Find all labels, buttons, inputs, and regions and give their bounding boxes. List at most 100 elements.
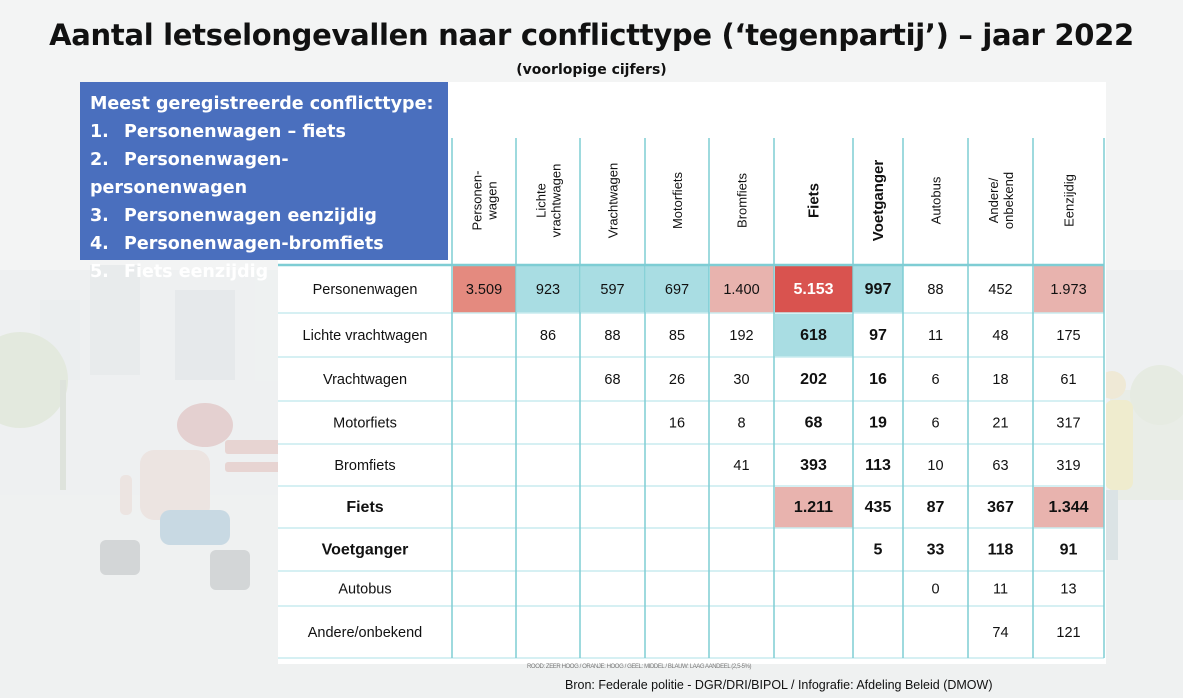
row-label: Vrachtwagen bbox=[323, 372, 407, 388]
table-cell-value: 1.344 bbox=[1048, 499, 1088, 516]
column-header: Autobus bbox=[929, 176, 944, 224]
table-cell-value: 21 bbox=[992, 416, 1008, 432]
table-cell-value: 41 bbox=[733, 458, 749, 474]
table-cell-value: 3.509 bbox=[466, 282, 502, 298]
page-title: Aantal letselongevallen naar conflicttyp… bbox=[49, 18, 1134, 52]
page-subtitle: (voorlopige cijfers) bbox=[516, 62, 667, 78]
table-cell-value: 113 bbox=[865, 457, 891, 474]
column-header-line: wagen bbox=[485, 181, 500, 220]
highlight-cell bbox=[710, 266, 774, 313]
column-header-line: Voetganger bbox=[870, 160, 887, 242]
table-cell-value: 61 bbox=[1060, 372, 1076, 388]
table-cell-value: 202 bbox=[800, 371, 827, 388]
column-header: Andere/onbekend bbox=[986, 172, 1016, 229]
highlight-cell bbox=[517, 266, 580, 313]
highlight-cell bbox=[854, 266, 903, 313]
column-header-line: Vrachtwagen bbox=[606, 163, 621, 238]
table-cell-value: 33 bbox=[927, 542, 945, 559]
highlight-cell bbox=[1034, 266, 1104, 313]
top-conflicts-callout: Meest geregistreerde conflicttype: 1. Per… bbox=[80, 82, 448, 282]
row-label: Motorfiets bbox=[333, 416, 397, 432]
table-cell-value: 121 bbox=[1056, 625, 1080, 641]
table-cell-value: 68 bbox=[604, 372, 620, 388]
table-cell-value: 86 bbox=[540, 328, 556, 344]
callout-list: 1. Personenwagen – fiets 2. Personenwagen-… bbox=[90, 118, 438, 286]
row-label: Lichte vrachtwagen bbox=[303, 328, 428, 344]
table-cell-value: 91 bbox=[1060, 542, 1078, 559]
callout-item-number: 1. bbox=[90, 122, 109, 142]
table-cell-value: 6 bbox=[931, 416, 939, 432]
column-header-line: Bromfiets bbox=[735, 173, 750, 228]
table-cell-value: 1.973 bbox=[1050, 282, 1086, 298]
column-header-line: Fiets bbox=[806, 183, 823, 218]
column-header-line: Personen- bbox=[470, 171, 485, 231]
column-header: Motorfiets bbox=[670, 171, 685, 229]
source-note: Bron: Federale politie - DGR/DRI/BIPOL /… bbox=[565, 678, 993, 692]
table-cell-value: 367 bbox=[987, 499, 1014, 516]
callout-item-number: 4. bbox=[90, 234, 109, 254]
column-header: Lichtevrachtwagen bbox=[534, 164, 564, 238]
table-cell-value: 6 bbox=[931, 372, 939, 388]
table-cell-value: 597 bbox=[600, 282, 624, 298]
table-cell-value: 68 bbox=[805, 415, 823, 432]
table-cell-value: 10 bbox=[927, 458, 943, 474]
table-cell-value: 19 bbox=[869, 415, 887, 432]
row-label: Bromfiets bbox=[334, 458, 395, 474]
table-cell-value: 11 bbox=[928, 328, 943, 344]
table-cell-value: 74 bbox=[992, 625, 1008, 641]
table-cell-value: 16 bbox=[869, 371, 887, 388]
table-cell-value: 16 bbox=[669, 416, 685, 432]
table-cell-value: 923 bbox=[536, 282, 560, 298]
column-header-line: vrachtwagen bbox=[549, 164, 564, 238]
column-header: Fiets bbox=[806, 183, 823, 218]
highlight-cell bbox=[581, 266, 645, 313]
row-label: Autobus bbox=[338, 582, 391, 598]
row-label: Personenwagen bbox=[313, 282, 418, 298]
column-header-line: Lichte bbox=[534, 183, 549, 218]
row-label: Andere/onbekend bbox=[308, 625, 423, 641]
highlight-cell bbox=[775, 266, 853, 313]
table-cell-value: 8 bbox=[737, 416, 745, 432]
callout-item: 1. Personenwagen – fiets bbox=[90, 118, 438, 146]
table-cell-value: 88 bbox=[927, 282, 943, 298]
table-cell-value: 319 bbox=[1056, 458, 1080, 474]
table-cell-value: 85 bbox=[669, 328, 685, 344]
column-header-line: Motorfiets bbox=[670, 171, 685, 229]
callout-item-text: Personenwagen eenzijdig bbox=[124, 206, 377, 226]
table-cell-value: 30 bbox=[733, 372, 749, 388]
table-cell-value: 87 bbox=[927, 499, 945, 516]
callout-item-text: Personenwagen-bromfiets bbox=[124, 234, 384, 254]
table-cell-value: 97 bbox=[869, 327, 887, 344]
table-cell-value: 118 bbox=[988, 542, 1014, 559]
table-cell-value: 997 bbox=[865, 281, 892, 298]
table-cell-value: 452 bbox=[988, 282, 1012, 298]
callout-item: 4. Personenwagen-bromfiets bbox=[90, 230, 438, 258]
column-header-line: Andere/ bbox=[986, 177, 1001, 223]
callout-heading: Meest geregistreerde conflicttype: bbox=[90, 94, 434, 114]
callout-item-text: Fiets eenzijdig bbox=[124, 262, 269, 282]
callout-item-number: 3. bbox=[90, 206, 109, 226]
table-cell-value: 63 bbox=[992, 458, 1008, 474]
table-cell-value: 5.153 bbox=[793, 281, 833, 298]
highlight-cell bbox=[646, 266, 709, 313]
highlight-cell bbox=[775, 487, 853, 528]
color-legend-note: ROOD: ZEER HOOG / ORANJE: HOOG / GEEL: M… bbox=[527, 664, 752, 670]
callout-item-text: Personenwagen – fiets bbox=[124, 122, 346, 142]
table-cell-value: 175 bbox=[1056, 328, 1080, 344]
callout-item: 3. Personenwagen eenzijdig bbox=[90, 202, 438, 230]
table-cell-value: 5 bbox=[874, 542, 883, 559]
column-header-line: Eenzijdig bbox=[1062, 174, 1077, 227]
table-cell-value: 88 bbox=[604, 328, 620, 344]
table-cell-value: 1.400 bbox=[723, 282, 759, 298]
row-label: Voetganger bbox=[322, 542, 409, 559]
table-cell-value: 26 bbox=[669, 372, 685, 388]
column-header-line: onbekend bbox=[1001, 172, 1016, 229]
table-cell-value: 697 bbox=[665, 282, 689, 298]
column-header: Bromfiets bbox=[735, 173, 750, 228]
row-label: Fiets bbox=[346, 499, 383, 516]
table-cell-value: 11 bbox=[993, 582, 1008, 598]
highlight-cell bbox=[775, 314, 853, 357]
table-cell-value: 317 bbox=[1056, 416, 1080, 432]
column-header: Eenzijdig bbox=[1062, 174, 1077, 227]
